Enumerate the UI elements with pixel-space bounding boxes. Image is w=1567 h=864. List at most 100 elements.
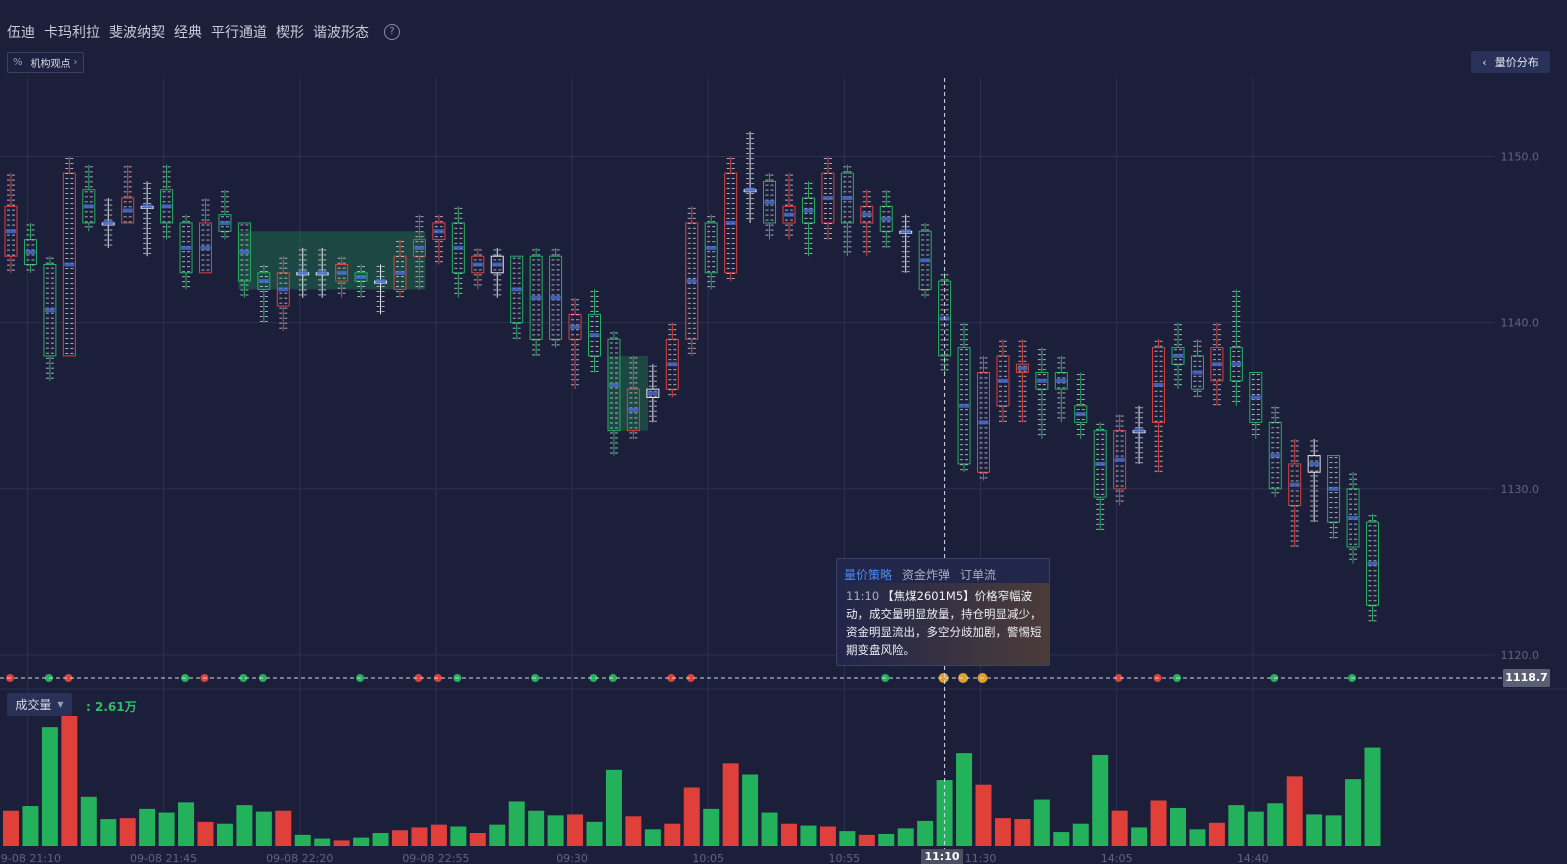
- candle: [646, 388, 660, 398]
- tab-harmonic[interactable]: 谐波形态: [313, 25, 369, 41]
- candle: [879, 205, 893, 232]
- poc-marker: [667, 362, 678, 367]
- x-tick-label: 10:55: [828, 852, 860, 864]
- institution-label: 机构观点: [30, 59, 71, 70]
- tab-camarilla[interactable]: 卡玛利拉: [44, 25, 100, 41]
- tab-wudi[interactable]: 伍迪: [7, 25, 35, 41]
- candle: [412, 239, 426, 257]
- volume-bar: [392, 830, 408, 846]
- x-tick-label: 09-08 22:20: [266, 852, 333, 864]
- volume-bar: [158, 812, 175, 846]
- volume-bar: [1208, 822, 1225, 846]
- volume-bar: [139, 808, 156, 846]
- tooltip-time: 11:10: [846, 589, 880, 603]
- candle: [1307, 455, 1321, 473]
- candle: [393, 255, 407, 290]
- tooltip-tab-volume-price[interactable]: 量价策略: [844, 568, 893, 582]
- volume-bar: [275, 810, 292, 846]
- poc-marker: [239, 250, 250, 255]
- poc-marker: [1250, 395, 1261, 400]
- signal-marker: [239, 674, 248, 682]
- volume-bar: [800, 825, 817, 846]
- poc-marker: [414, 245, 425, 250]
- volume-bar: [1014, 819, 1031, 846]
- institution-view-button[interactable]: % 机构观点 ›: [7, 52, 84, 73]
- candle: [510, 255, 524, 324]
- tab-wedge[interactable]: 楔形: [276, 25, 304, 41]
- volume-bar: [1131, 827, 1148, 846]
- poc-marker: [375, 279, 386, 284]
- institution-icon: %: [13, 57, 23, 68]
- candle: [1366, 521, 1379, 606]
- volume-bar: [80, 796, 97, 846]
- tab-classic[interactable]: 经典: [174, 25, 202, 41]
- indicator-select[interactable]: 成交量 ▼: [7, 693, 72, 716]
- volume-bar: [528, 810, 545, 846]
- tab-parallel-channel[interactable]: 平行通道: [211, 25, 267, 41]
- volume-bar: [683, 787, 700, 846]
- candle: [82, 189, 96, 224]
- candle: [1327, 455, 1341, 523]
- volume-bar: [1267, 803, 1284, 846]
- x-tick-label: 14:40: [1237, 852, 1269, 864]
- volume-bar: [314, 838, 331, 846]
- candle: [860, 205, 874, 224]
- volume-bar: [450, 826, 467, 846]
- poc-marker: [725, 220, 736, 225]
- candle: [179, 222, 193, 274]
- volume-bar: [3, 810, 19, 846]
- signal-marker: [64, 674, 73, 682]
- y-tick-label: 1120.0: [1501, 649, 1540, 662]
- volume-bar: [644, 829, 661, 846]
- poc-marker: [395, 270, 405, 275]
- tooltip-tab-order-flow[interactable]: 订单流: [960, 568, 997, 582]
- volume-bar: [119, 818, 136, 846]
- volume-profile-button[interactable]: ‹ 量价分布: [1471, 51, 1550, 73]
- volume-bar: [956, 753, 973, 846]
- poc-marker: [628, 407, 639, 412]
- volume-bar: [22, 806, 39, 846]
- candle: [4, 205, 18, 257]
- poc-marker: [64, 262, 75, 267]
- poc-marker: [336, 270, 347, 275]
- signal-marker: [1114, 674, 1123, 682]
- volume-bar: [1247, 811, 1264, 846]
- candle: [782, 205, 796, 224]
- x-tick-label: 14:05: [1101, 852, 1133, 864]
- poc-marker: [1270, 453, 1281, 458]
- volume-bar: [858, 834, 875, 846]
- volume-value: : 2.61万: [86, 700, 137, 714]
- help-icon[interactable]: ?: [384, 24, 400, 40]
- candle: [607, 338, 621, 432]
- drawing-toolbar: 伍迪 卡玛利拉 斐波纳契 经典 平行通道 楔形 谐波形态 ?: [0, 18, 400, 46]
- volume-bar: [61, 716, 78, 846]
- poc-marker: [1289, 482, 1300, 487]
- candle: [257, 272, 271, 290]
- candle: [43, 264, 57, 357]
- x-tick-label: 09:30: [556, 852, 588, 864]
- volume-bar: [1189, 829, 1206, 846]
- volume-bar: [586, 821, 603, 846]
- poc-marker: [920, 258, 931, 263]
- alert-marker: [958, 673, 969, 683]
- volume-bar: [508, 801, 525, 846]
- poc-marker: [161, 204, 172, 209]
- candle: [1113, 430, 1127, 490]
- volume-bar: [372, 833, 389, 846]
- tooltip-tab-fund-bomb[interactable]: 资金炸弹: [902, 568, 951, 582]
- candle: [160, 189, 174, 224]
- y-tick-label: 1150.0: [1501, 151, 1540, 164]
- candle: [1249, 372, 1263, 423]
- candle: [801, 197, 815, 224]
- volume-bar: [469, 833, 486, 846]
- volume-bar: [722, 763, 739, 846]
- candle: [529, 255, 543, 340]
- volume-bar: [567, 814, 584, 846]
- poc-marker: [453, 245, 464, 250]
- tab-fibonacci[interactable]: 斐波纳契: [109, 25, 165, 41]
- signal-marker: [44, 674, 53, 682]
- poc-marker: [550, 295, 561, 300]
- candle: [977, 372, 990, 473]
- volume-bar: [1364, 747, 1381, 846]
